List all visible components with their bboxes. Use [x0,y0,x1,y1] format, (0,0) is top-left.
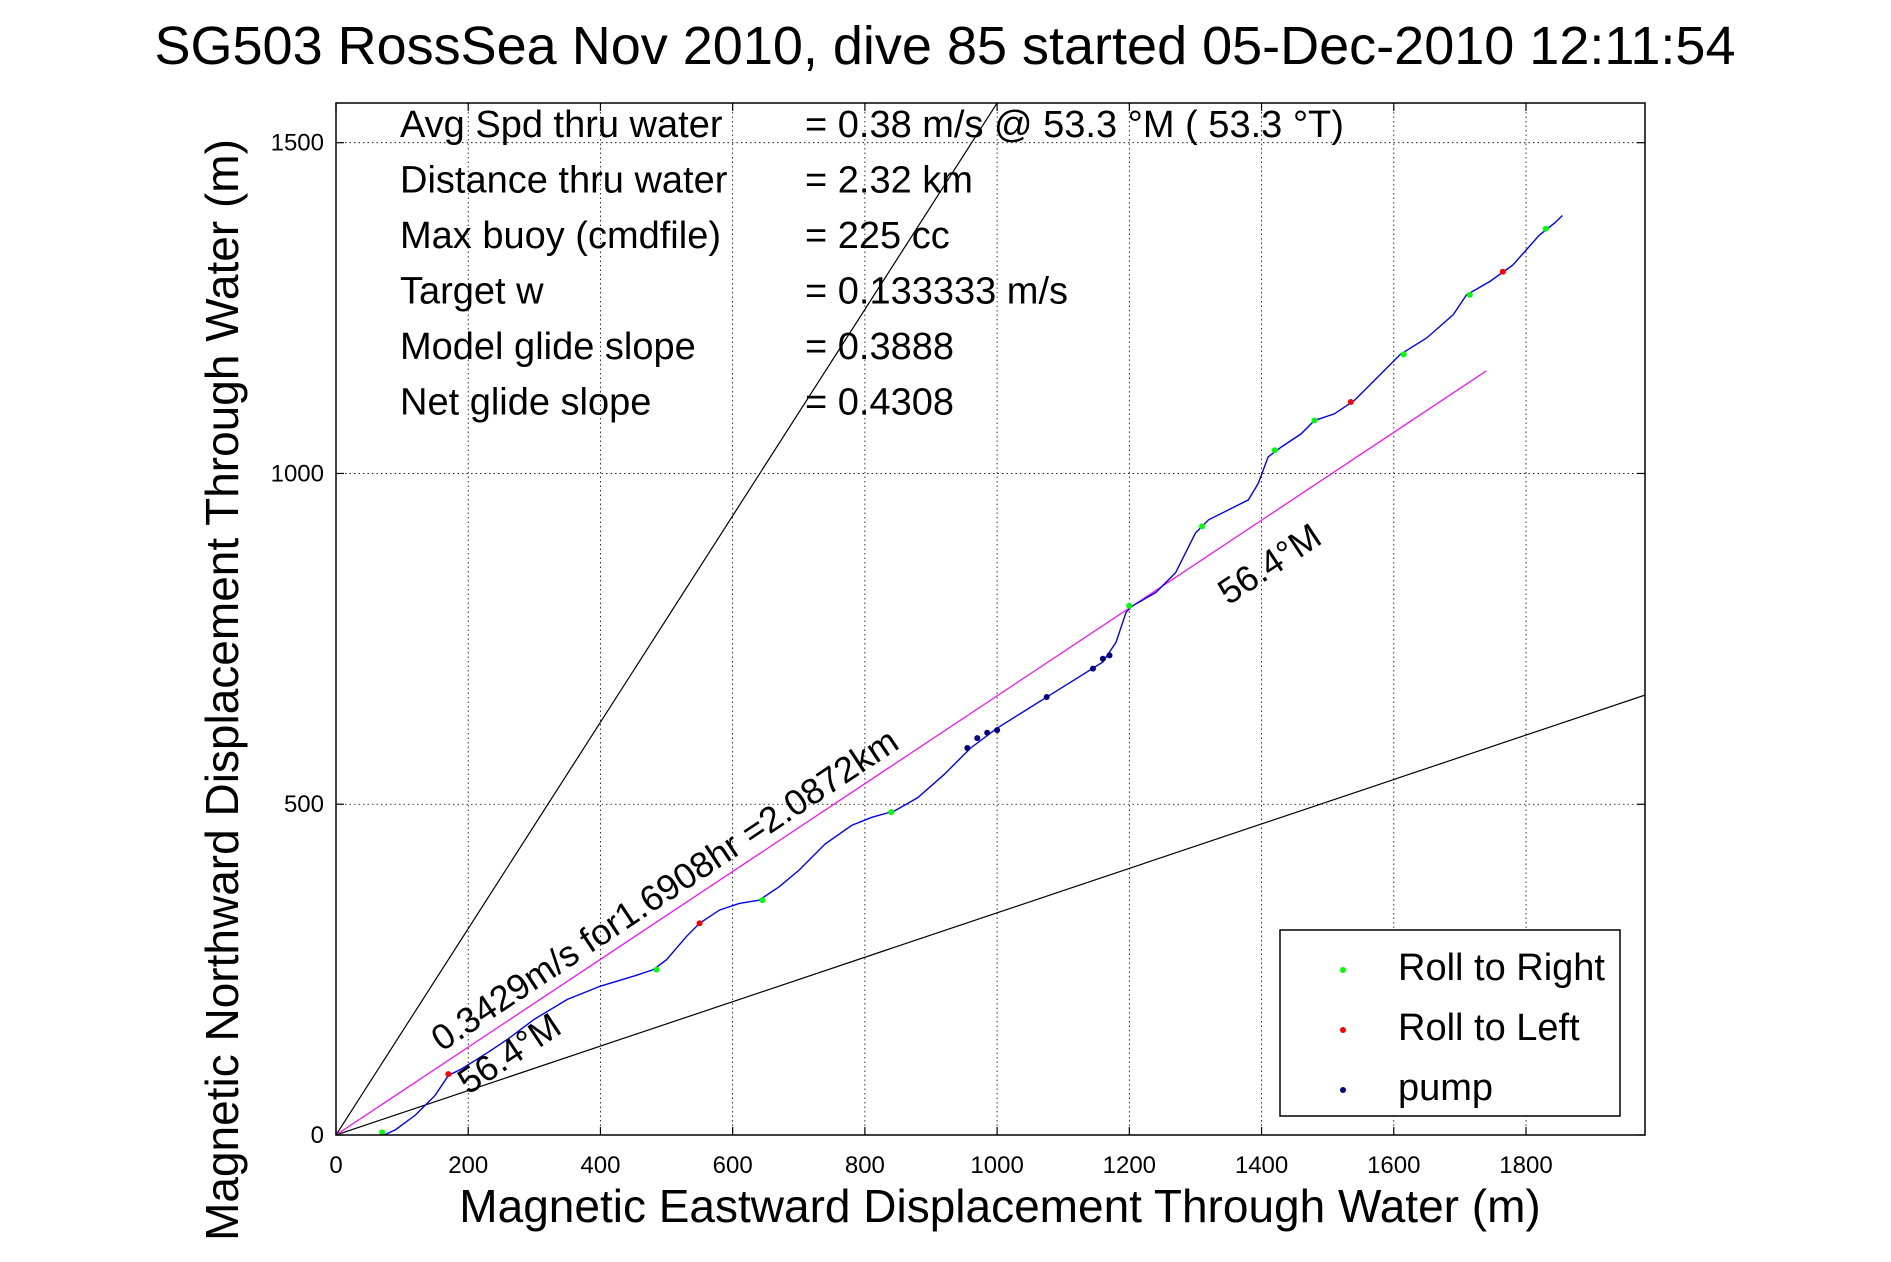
x-tick-label: 400 [580,1152,620,1179]
roll-to-right-point [379,1129,386,1135]
stat-label: Distance thru water [400,160,728,202]
roll-to-left-point [1347,399,1354,406]
stat-label: Target w [400,271,544,313]
lower-envelope-line [336,694,1645,1135]
legend-label: Roll to Left [1398,1007,1580,1049]
x-tick-label: 1600 [1367,1152,1420,1179]
net-heading-line [336,370,1487,1135]
pump-point [1089,665,1096,672]
y-tick-label: 500 [284,791,324,818]
legend-label: pump [1398,1067,1493,1109]
speed-annotation: 0.3429m/s for1.6908hr =2.0872km [424,720,906,1059]
stat-label: Avg Spd thru water [400,104,723,146]
axis-ticks: 0 200 400 600 800 1000 1200 1400 1600 1800 0 500 100… [271,103,1645,1179]
roll-to-left-point [696,920,703,927]
legend-marker-roll-to-left [1340,1027,1346,1033]
y-axis-label: Magnetic Northward Displacement Through … [196,139,248,1241]
stat-value: = 0.38 m/s @ 53.3 °M ( 53.3 °T) [805,104,1344,146]
stat-value: = 0.133333 m/s [805,271,1068,313]
roll-to-right-point [1199,523,1206,530]
legend: Roll to Right Roll to Left pump [1279,929,1621,1117]
roll-to-right-point [1271,447,1278,454]
roll-to-right-point [888,809,895,816]
x-tick-label: 1200 [1103,1152,1156,1179]
stat-value: = 0.3888 [805,326,954,368]
roll-to-right-point [1542,225,1549,232]
x-tick-label: 600 [713,1152,753,1179]
x-tick-label: 1000 [970,1152,1023,1179]
y-tick-label: 0 [311,1122,324,1149]
pump-point [964,745,971,751]
roll-to-left-point [1499,268,1506,275]
stat-label: Max buoy (cmdfile) [400,215,721,257]
roll-to-right-point [1466,291,1473,298]
roll-to-right-point [1400,351,1407,358]
stat-label: Net glide slope [400,382,651,424]
stat-value: = 2.32 km [805,160,973,202]
pump-point [1106,652,1113,659]
legend-label: Roll to Right [1398,947,1605,989]
stat-value: = 0.4308 [805,382,954,424]
x-tick-label: 200 [448,1152,488,1179]
heading-annotation-upper: 56.4°M [1210,515,1328,612]
pump-point [994,727,1001,734]
pump-point [1099,655,1106,662]
roll-to-right-point [1311,417,1318,424]
stat-label: Model glide slope [400,326,696,368]
legend-box [1279,929,1621,1117]
x-tick-label: 1800 [1499,1152,1552,1179]
chart-title: SG503 RossSea Nov 2010, dive 85 started … [154,16,1735,76]
pump-point [1043,694,1050,701]
x-tick-label: 800 [845,1152,885,1179]
legend-marker-roll-to-right [1340,967,1346,973]
series-layer [336,214,1563,1135]
legend-marker-pump [1340,1087,1346,1093]
roll-to-right-point [759,897,766,904]
x-tick-label: 0 [329,1152,342,1179]
x-tick-label: 1400 [1235,1152,1288,1179]
stat-value: = 225 cc [805,215,950,257]
annotations: 0.3429m/s for1.6908hr =2.0872km56.4°M56.… [424,515,1329,1102]
pump-point [974,735,981,742]
upper-envelope-line [336,103,998,1135]
y-tick-label: 1500 [271,130,324,157]
x-axis-label: Magnetic Eastward Displacement Through W… [459,1180,1540,1232]
roll-to-right-point [1126,602,1133,609]
pump-point [984,729,991,736]
plot-frame [335,102,1646,1136]
stats-block: Avg Spd thru water = 0.38 m/s @ 53.3 °M (… [400,104,1344,424]
y-tick-label: 1000 [271,460,324,487]
roll-to-left-point [445,1071,452,1078]
roll-to-right-point [653,966,660,973]
reference-lines [336,103,1645,1135]
